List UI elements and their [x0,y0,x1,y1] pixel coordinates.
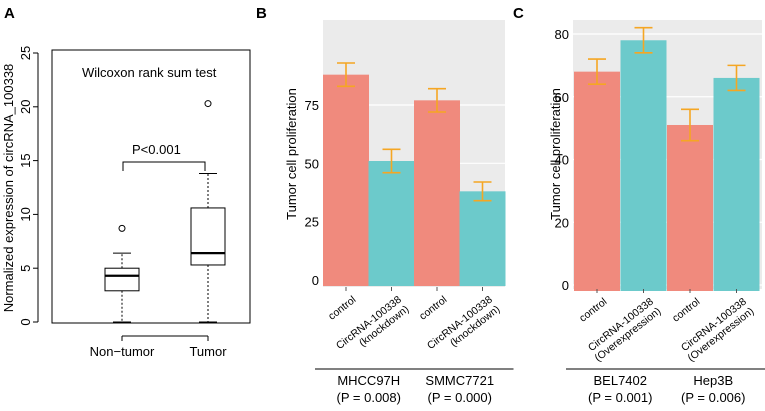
cell-line-name: MHCC97H [337,373,400,388]
x-tick-label-line: control [326,294,358,323]
panel-letter-a: A [4,5,15,22]
cell-line-pvalue: (P = 0.006) [681,390,745,405]
y-tick-label: 5 [18,265,33,272]
y-axis-title: Tumor cell proliferation [284,88,299,220]
significance-bracket [122,161,206,171]
cell-line-name: BEL7402 [594,373,648,388]
outlier-point [118,224,126,232]
panel-letter-c: C [513,5,524,22]
bar-control [667,124,713,291]
y-tick-label: 40 [555,153,569,168]
x-tick-label: Non−tumor [90,344,155,359]
x-tick-label: control [326,294,358,323]
y-tick-label: 75 [305,98,319,113]
y-axis-title: Normalized expression of circRNA_100338 [1,64,16,313]
test-annotation: Wilcoxon rank sum test [82,65,217,80]
y-tick-label: 25 [305,215,319,230]
panel-c: 0 20 40 60 80 Tumor cell proliferation control… [548,20,765,405]
plot-frame [51,49,251,324]
x-tick-label-line: control [670,296,702,325]
cell-line-pvalue: (P = 0.000) [428,390,492,405]
y-tick-label: 10 [18,207,33,221]
x-tick-label: control [417,294,449,323]
cell-line-pvalue: (P = 0.001) [588,390,652,405]
y-tick-label: 0 [562,278,569,293]
x-tick-label-line: control [577,296,609,325]
p-value-label: P<0.001 [132,142,181,157]
bar-control [323,74,369,287]
x-tick-label: Tumor [189,344,227,359]
bar-treatment [459,191,506,286]
x-tick-label-line: control [417,294,449,323]
bar-control [574,71,620,292]
y-tick-label: 50 [305,156,319,171]
y-tick-label: 20 [18,100,33,114]
outlier-point [204,100,212,108]
cell-line-name: Hep3B [693,373,733,388]
panel-letter-b: B [256,5,267,22]
box [104,267,140,292]
x-tick-label: control [577,296,609,325]
box [190,207,226,266]
bar-treatment [713,77,760,291]
bar-treatment [368,161,415,286]
bar-control [414,100,460,286]
y-tick-label: 25 [18,46,33,60]
y-tick-label: 15 [18,153,33,167]
y-tick-label: 0 [312,273,319,288]
y-tick-label: 0 [18,318,33,325]
y-axis-title: Tumor cell proliferation [548,88,563,220]
cell-line-name: SMMC7721 [425,373,494,388]
y-tick-label: 80 [555,27,569,42]
y-tick-label: 20 [555,215,569,230]
x-tick-label: control [670,296,702,325]
y-tick-label: 60 [555,90,569,105]
bar-treatment [620,40,667,292]
cell-line-pvalue: (P = 0.008) [337,390,401,405]
